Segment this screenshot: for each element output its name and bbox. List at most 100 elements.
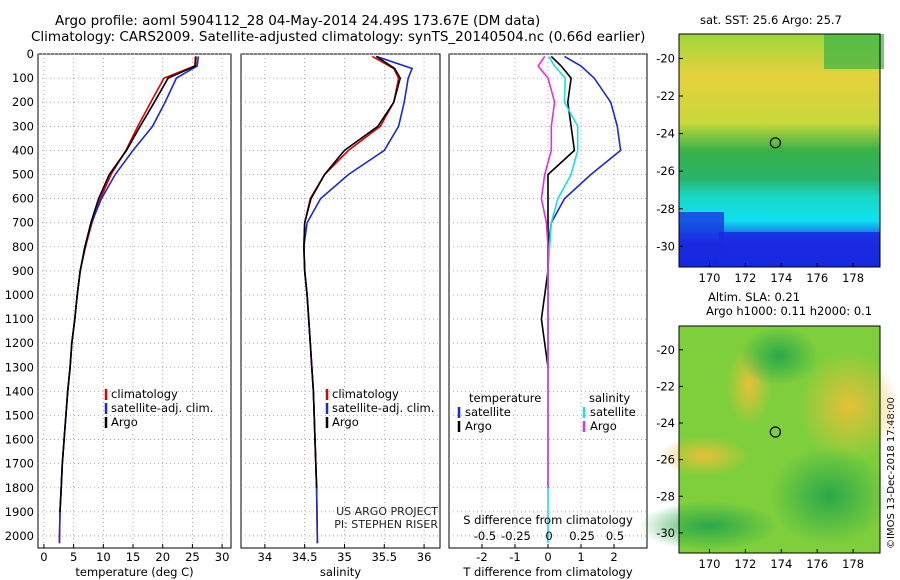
legend-entry: Argo <box>590 419 617 433</box>
y-tick-label: 1800 <box>5 481 34 495</box>
x-tick-label: 36 <box>417 550 432 564</box>
legend-group-title: salinity <box>589 391 630 405</box>
y-tick-label: 200 <box>12 95 34 109</box>
x-tick-label: 176 <box>806 271 828 285</box>
y-tick-label: 1300 <box>5 360 34 374</box>
y-tick-label: 600 <box>12 192 34 206</box>
x-tick-label: 10 <box>96 550 111 564</box>
sst-cold-patch <box>679 212 724 267</box>
top-x-tick-label: -0.25 <box>501 529 531 543</box>
sla-anomaly-blob <box>639 501 779 551</box>
x-tick-label: -2 <box>476 550 487 564</box>
pi-annotation: US ARGO PROJECT <box>336 505 438 518</box>
y-tick-label: 800 <box>12 240 34 254</box>
y-tick-label: 900 <box>12 264 34 278</box>
x-tick-label: 0 <box>40 550 47 564</box>
top-x-axis-label: S difference from climatology <box>463 513 633 527</box>
sla-anomaly-blob <box>659 436 749 476</box>
y-tick-label: 100 <box>12 71 34 85</box>
panel-salinity: 34 34.5 35 35.5 36 salinity climatologysatelli… <box>240 53 441 579</box>
x-tick-label: 1 <box>577 550 584 564</box>
x-tick-label: 35.5 <box>371 550 397 564</box>
y-tick-label: -28 <box>656 489 675 503</box>
x-tick-label: 176 <box>806 557 828 571</box>
sst-map: 170 172 174 176 178 -20 -22 -24 -26 -28 -30 <box>656 33 884 285</box>
top-x-tick-label: 0.25 <box>569 529 595 543</box>
x-axis-label: salinity <box>320 565 361 579</box>
top-x-tick-label: -0.5 <box>474 529 496 543</box>
x-tick-label: 20 <box>155 550 170 564</box>
sla-map-title: Altim. SLA: 0.21 <box>708 290 801 304</box>
y-tick-label: 400 <box>12 143 34 157</box>
x-axis-label: temperature (deg C) <box>75 565 193 579</box>
legend-entry: satellite <box>465 405 511 419</box>
x-tick-label: 34 <box>258 550 273 564</box>
legend-entry: satellite-adj. clim. <box>332 401 434 415</box>
legend-entry: satellite-adj. clim. <box>111 401 213 415</box>
y-tick-label: 300 <box>12 119 34 133</box>
y-tick-label: -20 <box>656 51 675 65</box>
y-tick-label: 1700 <box>5 457 34 471</box>
legend-entry: Argo <box>111 415 138 429</box>
y-tick-label: -26 <box>656 453 675 467</box>
y-tick-label: 700 <box>12 216 34 230</box>
x-tick-label: 15 <box>126 550 141 564</box>
figure-title-line1: Argo profile: aoml 5904112_28 04-May-201… <box>55 13 541 29</box>
panel-temperature: 0100200300400500600700800900100011001200… <box>5 47 232 579</box>
x-tick-label: 35 <box>337 550 352 564</box>
y-tick-label: -28 <box>656 202 675 216</box>
x-tick-label: 2 <box>610 550 617 564</box>
x-tick-label: -1 <box>509 550 520 564</box>
top-x-tick-label: 0 <box>545 529 552 543</box>
series-line-2 <box>303 55 402 488</box>
y-tick-label: -30 <box>656 526 675 540</box>
series-line-2 <box>59 56 197 512</box>
panel-tdiff: -2 -1 0 1 2T difference from climatology temp… <box>448 53 648 579</box>
x-tick-label: 178 <box>842 271 864 285</box>
y-tick-label: -22 <box>656 89 675 103</box>
y-tick-label: 1000 <box>5 288 34 302</box>
x-tick-label: 174 <box>770 271 792 285</box>
legend-entry: climatology <box>111 387 178 401</box>
argo-location-marker <box>769 426 781 438</box>
y-tick-label: -30 <box>656 239 675 253</box>
legend-entry: satellite <box>590 405 636 419</box>
legend-entry: climatology <box>332 387 399 401</box>
pi-annotation: PI: STEPHEN RISER <box>334 518 438 531</box>
legend-entry: Argo <box>332 415 359 429</box>
x-tick-label: 178 <box>842 557 864 571</box>
x-tick-label: 174 <box>770 557 792 571</box>
figure-title-line2: Climatology: CARS2009. Satellite-adjuste… <box>31 29 646 45</box>
y-tick-label: 1500 <box>5 408 34 422</box>
y-tick-label: 2000 <box>5 529 34 543</box>
x-axis-label: T difference from climatology <box>462 565 633 579</box>
x-tick-label: 170 <box>699 271 721 285</box>
top-x-tick-label: 0.5 <box>606 529 624 543</box>
y-tick-label: -22 <box>656 379 675 393</box>
y-tick-label: -20 <box>656 343 675 357</box>
series-line-3 <box>537 55 556 488</box>
argo-location-marker <box>769 137 781 149</box>
sst-cold-patch <box>719 232 880 267</box>
y-tick-label: 1200 <box>5 336 34 350</box>
sla-map-subtitle: Argo h1000: 0.11 h2000: 0.1 <box>706 304 873 318</box>
sst-green-patch <box>824 34 884 69</box>
map-frame <box>678 33 881 268</box>
y-tick-label: 1100 <box>5 312 34 326</box>
x-tick-label: 0 <box>544 550 551 564</box>
x-tick-label: 172 <box>734 271 756 285</box>
y-tick-label: 0 <box>27 47 34 61</box>
y-tick-label: 1600 <box>5 433 34 447</box>
x-tick-label: 25 <box>185 550 200 564</box>
sla-anomaly-blob <box>769 446 889 546</box>
y-tick-label: -26 <box>656 164 675 178</box>
x-tick-label: 172 <box>734 557 756 571</box>
series-line-1 <box>540 55 576 368</box>
x-tick-label: 5 <box>70 550 77 564</box>
panel-frame <box>240 53 441 549</box>
sla-map: 170 172 174 176 178 -20 -22 -24 -26 -28 -30 <box>639 325 899 571</box>
sst-map-title: sat. SST: 25.6 Argo: 25.7 <box>700 13 842 27</box>
x-tick-label: 34.5 <box>292 550 318 564</box>
y-tick-label: 500 <box>12 167 34 181</box>
